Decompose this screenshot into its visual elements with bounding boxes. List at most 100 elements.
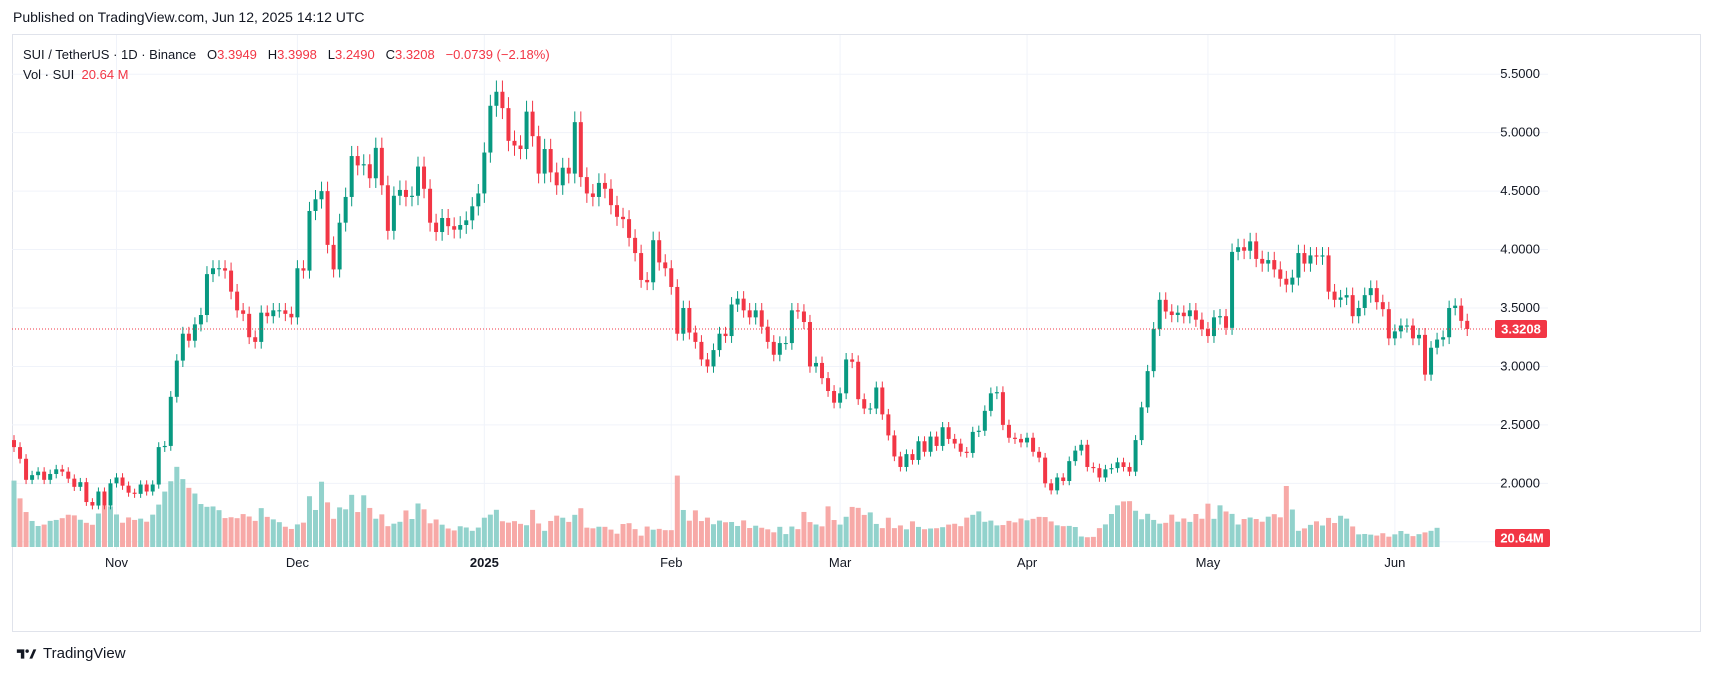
candle[interactable] [168,396,173,446]
volume-bar[interactable] [463,527,469,547]
volume-bar[interactable] [421,509,427,547]
candle[interactable] [1356,308,1361,317]
candle[interactable] [434,222,439,233]
volume-bar[interactable] [1422,532,1428,547]
volume-bar[interactable] [1277,517,1283,547]
candle[interactable] [566,167,571,174]
candle[interactable] [1284,278,1289,285]
volume-bar[interactable] [982,521,988,547]
candle[interactable] [723,333,728,337]
candle[interactable] [795,310,800,312]
candle[interactable] [1459,305,1464,321]
volume-bar[interactable] [282,526,288,547]
candle[interactable] [1416,334,1421,339]
volume-bar[interactable] [952,523,958,547]
volume-bar[interactable] [264,516,270,547]
volume-bar[interactable] [1434,527,1440,547]
candle[interactable] [120,477,125,486]
candle[interactable] [608,188,613,206]
volume-bar[interactable] [879,528,885,547]
volume-bar[interactable] [1374,535,1380,547]
volume-bar[interactable] [1133,510,1139,547]
candle[interactable] [844,359,849,394]
volume-bar[interactable] [650,529,656,547]
candle[interactable] [253,337,258,342]
volume-bar[interactable] [276,522,282,547]
volume-bar[interactable] [867,512,873,547]
candle[interactable] [777,343,782,355]
volume-bar[interactable] [385,526,391,547]
candle[interactable] [741,298,746,311]
volume-bar[interactable] [11,480,17,547]
candle[interactable] [1332,291,1337,300]
volume-bar[interactable] [114,514,120,547]
volume-bar[interactable] [1139,519,1145,547]
candle[interactable] [1441,337,1446,340]
legend-volume-label[interactable]: Vol · SUI [23,67,75,82]
volume-bar[interactable] [1313,521,1319,547]
volume-bar[interactable] [1428,530,1434,547]
volume-bar[interactable] [1211,518,1217,547]
volume-bar[interactable] [1187,521,1193,547]
candle[interactable] [1242,247,1247,251]
volume-bar[interactable] [903,529,909,547]
candle[interactable] [1097,468,1102,478]
volume-bar[interactable] [1386,536,1392,547]
volume-bar[interactable] [1048,521,1054,547]
candle[interactable] [1374,288,1379,303]
candle[interactable] [910,454,915,460]
candle[interactable] [663,262,668,269]
candle[interactable] [1230,251,1235,328]
candle[interactable] [132,492,137,494]
candle[interactable] [554,172,559,186]
candle[interactable] [699,341,704,360]
volume-bar[interactable] [554,515,560,547]
volume-bar[interactable] [451,530,457,547]
volume-bar[interactable] [843,516,849,547]
volume-bar[interactable] [777,526,783,547]
candle[interactable] [898,456,903,467]
last-volume-badge[interactable] [1495,529,1550,547]
volume-bar[interactable] [584,527,590,547]
candle[interactable] [1121,462,1126,467]
candle[interactable] [868,408,873,410]
volume-bar[interactable] [1012,522,1018,547]
candle[interactable] [994,392,999,394]
volume-bar[interactable] [174,466,180,547]
volume-bar[interactable] [168,481,174,547]
volume-bar[interactable] [940,527,946,547]
candle[interactable] [735,298,740,305]
volume-bar[interactable] [95,513,101,547]
candle[interactable] [1127,466,1132,472]
candle[interactable] [42,471,47,480]
volume-bar[interactable] [1151,519,1157,547]
candle[interactable] [1362,295,1367,308]
volume-bar[interactable] [1223,511,1229,547]
candle[interactable] [1151,329,1156,372]
volume-bar[interactable] [704,517,710,547]
candle[interactable] [422,166,427,189]
volume-bar[interactable] [964,517,970,547]
candle[interactable] [235,291,240,311]
candle[interactable] [596,182,601,197]
volume-bar[interactable] [518,523,524,547]
candle[interactable] [343,196,348,223]
candle[interactable] [1248,241,1253,251]
candle[interactable] [355,156,360,166]
candle[interactable] [72,478,77,487]
volume-bar[interactable] [686,520,692,547]
volume-bar[interactable] [216,510,222,547]
volume-bar[interactable] [403,510,409,547]
candle[interactable] [675,286,680,334]
volume-bar[interactable] [204,506,210,547]
candle[interactable] [229,270,234,292]
volume-bar[interactable] [1054,525,1060,547]
volume-bar[interactable] [602,526,608,547]
candle[interactable] [832,390,837,403]
candle[interactable] [259,312,264,342]
candle[interactable] [681,308,686,334]
volume-bar[interactable] [349,494,355,547]
candle[interactable] [488,105,493,153]
volume-bar[interactable] [1217,505,1223,547]
volume-bar[interactable] [192,493,198,547]
